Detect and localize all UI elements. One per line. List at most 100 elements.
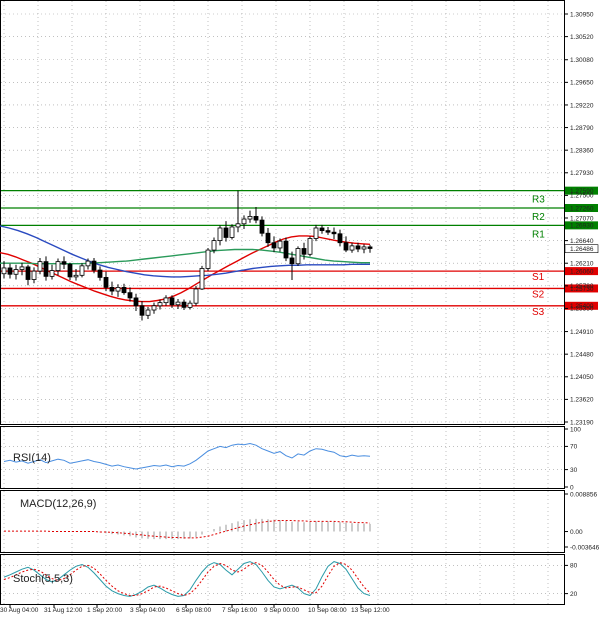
- x-tick-label: 7 Sep 16:00: [222, 607, 257, 614]
- price-tick-label: 1.28790: [570, 125, 594, 132]
- candle-bear: [253, 216, 259, 221]
- candle-bull: [295, 248, 301, 265]
- price-tick-label: 1.25350: [570, 306, 594, 313]
- candle-bull: [229, 226, 235, 238]
- level-price-label: 1.25730: [570, 286, 594, 293]
- candle-bear: [25, 266, 31, 280]
- candle-bull: [145, 309, 151, 316]
- price-tick-label: 1.23620: [570, 397, 594, 404]
- price-tick-label: 1.26210: [570, 261, 594, 268]
- level-price-tag: [565, 221, 598, 230]
- level-price-tag: [565, 284, 598, 293]
- price-tick-label: 1.27070: [570, 215, 594, 222]
- current-price-tag: [564, 244, 599, 254]
- candle-bear: [337, 233, 343, 244]
- stoch-panel: 80 20: [1, 561, 578, 598]
- candle-bear: [265, 232, 271, 244]
- level-name-r1: R1: [532, 229, 545, 240]
- price-tick-label: 1.23190: [570, 419, 594, 426]
- candle-bull: [187, 302, 193, 308]
- moving-average-line: [0, 225, 370, 278]
- price-tick-label: 1.25780: [570, 283, 594, 290]
- price-tick-label: 1.24480: [570, 351, 594, 358]
- candles: [1, 190, 373, 321]
- candle-bull: [19, 266, 25, 270]
- candle-bear: [67, 263, 73, 278]
- price-tick-label: 1.28360: [570, 147, 594, 154]
- candle-bear: [271, 242, 277, 249]
- candle-bear: [7, 267, 13, 275]
- level-price-tag: [565, 204, 598, 213]
- candle-bull: [1, 267, 7, 275]
- price-tick-label: 1.29220: [570, 102, 594, 109]
- macd-panel: 0.008856 0.00 -0.003646: [3, 491, 600, 551]
- rsi-tick-label: 70: [570, 444, 578, 451]
- stoch-main-line: [3, 561, 371, 597]
- rsi-tick-label: 0: [570, 484, 574, 491]
- macd-title: MACD(12,26,9): [20, 498, 96, 510]
- candle-bull: [31, 270, 37, 280]
- macd-tick-label: -0.003646: [570, 544, 600, 551]
- x-tick-label: 31 Aug 12:00: [44, 607, 83, 614]
- macd-tick-label: 0.00: [570, 529, 583, 536]
- candle-bear: [367, 246, 373, 249]
- level-price-label: 1.26930: [570, 223, 594, 230]
- candle-bear: [289, 257, 295, 265]
- x-tick-label: 30 Aug 04:00: [0, 607, 39, 614]
- candle-bull: [349, 245, 355, 251]
- price-tick-label: 1.30080: [570, 57, 594, 64]
- candle-bear: [319, 227, 325, 232]
- candle-bear: [121, 287, 127, 294]
- price-tick-label: 1.30950: [570, 11, 594, 18]
- level-price-label: 1.25400: [570, 303, 594, 310]
- candle-bear: [43, 261, 49, 277]
- stoch-title: Stoch(5,5,3): [13, 573, 73, 585]
- level-price-tag: [565, 186, 598, 195]
- x-tick-label: 9 Sep 00:00: [264, 607, 299, 614]
- candle-bear: [223, 227, 229, 238]
- candle-bull: [13, 269, 19, 275]
- rsi-line: [3, 442, 371, 470]
- candle-bull: [313, 227, 319, 239]
- macd-tick-label: 0.008856: [570, 491, 597, 498]
- candle-bear: [103, 277, 109, 288]
- candle-bull: [211, 240, 217, 251]
- price-tick-label: 1.29650: [570, 80, 594, 87]
- level-name-r2: R2: [532, 212, 545, 223]
- stoch-panel-frame: [0, 554, 565, 605]
- price-tick-label: 1.26640: [570, 238, 594, 245]
- candle-bear: [109, 287, 115, 292]
- candle-bull: [55, 261, 61, 271]
- candle-bear: [127, 292, 133, 299]
- candle-bull: [163, 297, 169, 304]
- candle-bear: [133, 297, 139, 307]
- price-panel-frame: [0, 0, 565, 425]
- level-price-tag: [565, 267, 598, 276]
- candle-bear: [91, 260, 97, 271]
- level-price-label: 1.26060: [570, 268, 594, 275]
- candle-bull: [37, 261, 43, 272]
- candle-bull: [247, 216, 253, 220]
- vertical-gridlines: [3, 1, 549, 604]
- level-name-s2: S2: [532, 289, 545, 300]
- rsi-title: RSI(14): [13, 452, 51, 464]
- candle-bull: [361, 246, 367, 250]
- candle-bull: [235, 223, 241, 228]
- moving-average-line: [0, 235, 371, 303]
- candle-bull: [241, 218, 247, 225]
- candle-bull: [217, 227, 223, 242]
- level-price-label: 1.27590: [570, 188, 594, 195]
- x-tick-label: 3 Sep 04:00: [130, 607, 165, 614]
- x-tick-label: 1 Sep 20:00: [87, 607, 122, 614]
- price-tick-label: 1.27930: [570, 170, 594, 177]
- x-tick-label: 13 Sep 12:00: [351, 607, 390, 614]
- candle-bear: [331, 231, 337, 235]
- candle-bull: [85, 260, 91, 267]
- candle-bull: [307, 238, 313, 255]
- candle-bull: [199, 268, 205, 290]
- candle-bull: [151, 305, 157, 311]
- current-price-label: 1.26486: [570, 246, 594, 253]
- price-tick-label: 1.27500: [570, 193, 594, 200]
- candle-bear: [325, 230, 331, 233]
